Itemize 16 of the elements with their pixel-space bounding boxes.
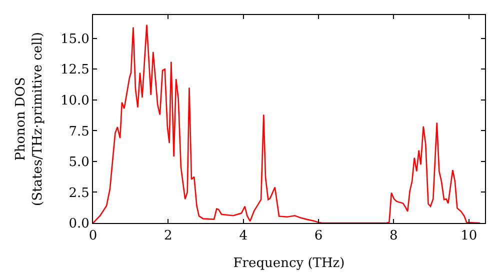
y-axis-title: Phonon DOS (States/THz·primitive cell) bbox=[13, 32, 46, 206]
y-tick-label: 2.5 bbox=[68, 186, 90, 201]
x-tick-label: 4 bbox=[239, 228, 248, 244]
y-tick-label: 10.0 bbox=[60, 93, 90, 108]
y-tick-label: 12.5 bbox=[60, 62, 90, 78]
line-series bbox=[93, 24, 481, 223]
x-tick-label: 2 bbox=[164, 228, 172, 244]
x-axis-title: Frequency (THz) bbox=[233, 256, 345, 272]
x-tick-label: 0 bbox=[88, 228, 98, 244]
y-tick-label: 0.0 bbox=[68, 216, 90, 232]
y-tick-label: 15.0 bbox=[60, 32, 90, 47]
x-tick-label: 6 bbox=[314, 228, 323, 244]
y-tick-label: 5.0 bbox=[68, 155, 90, 170]
y-tick-label: 7.5 bbox=[68, 124, 90, 140]
x-tick-label: 8 bbox=[390, 228, 398, 244]
x-tick-label: 10 bbox=[460, 228, 478, 244]
